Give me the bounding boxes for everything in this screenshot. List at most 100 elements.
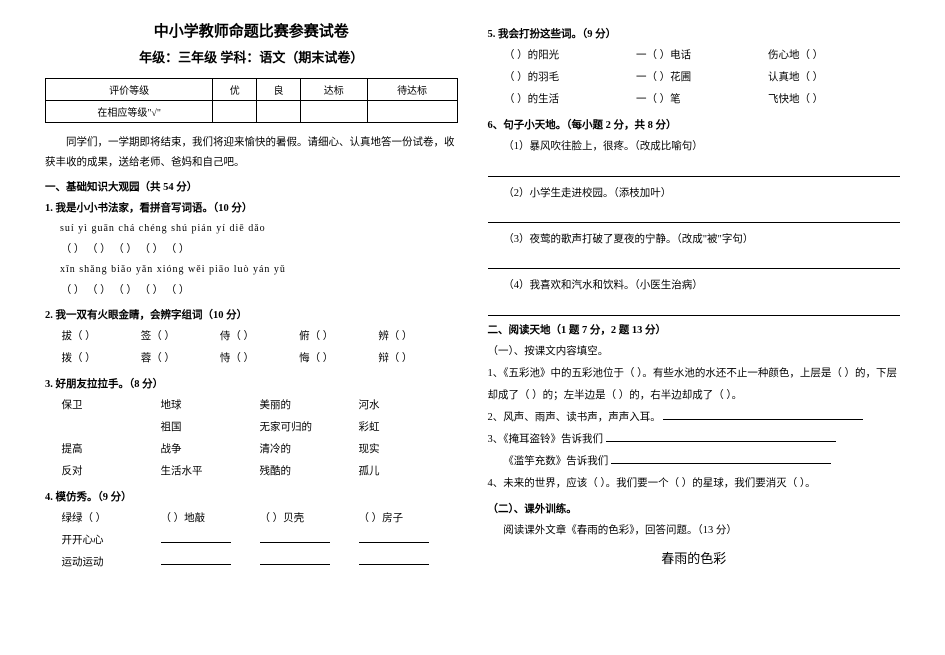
q5-r1c: 伤心地（ ） [768,45,900,67]
gt-c3 [300,101,367,123]
q3-r4c: 残酷的 [260,461,359,483]
q2-1c: 侍（ ） [220,326,299,348]
right-column: 5. 我会打扮这些词。（9 分） （ ）的阳光 一（ ）电话 伤心地（ ） （ … [473,20,916,635]
q3-r2c: 无家可归的 [260,417,359,439]
q2-1d: 俯（ ） [299,326,378,348]
q5-r3a: （ ）的生活 [504,89,636,111]
q3-r2b: 祖国 [161,417,260,439]
q5-r3c: 飞快地（ ） [768,89,900,111]
q3-r1: 保卫 地球 美丽的 河水 [45,395,458,417]
q6-title: 6、句子小天地。（每小题 2 分，共 8 分） [488,117,901,132]
q3-r3c: 清冷的 [260,439,359,461]
s2-r3a: 3、《掩耳盗铃》告诉我们 [488,429,901,451]
gt-c4 [367,101,457,123]
q4-r3a: 运动运动 [62,552,161,574]
q3-r3: 提高 战争 清冷的 现实 [45,439,458,461]
q1-blanks2: （ ） （ ） （ ） （ ） （ ） [45,280,458,301]
section2b-line: 阅读课外文章《春雨的色彩》，回答问题。（13 分） [488,520,901,542]
q3-r4a: 反对 [62,461,161,483]
blank-fill [611,454,831,465]
q3-r2: 祖国 无家可归的 彩虹 [45,417,458,439]
gt-h4: 待达标 [367,79,457,101]
intro-text: 同学们，一学期即将结束，我们将迎来愉快的暑假。请细心、认真地答一份试卷，收获丰收… [45,133,458,173]
section2-title: 二、阅读天地（1 题 7 分，2 题 13 分） [488,322,901,337]
q1-title: 1. 我是小小书法家，看拼音写词语。（10 分） [45,200,458,215]
s2-r2-text: 2、风声、雨声、读书声，声声入耳。 [488,412,661,423]
q4-title: 4. 模仿秀。（9 分） [45,489,458,504]
q5-title: 5. 我会打扮这些词。（9 分） [488,26,901,41]
gt-h2: 良 [257,79,301,101]
gt-h0: 评价等级 [46,79,213,101]
gt-h3: 达标 [300,79,367,101]
gt-c1 [213,101,257,123]
title-main: 中小学教师命题比赛参赛试卷 [45,20,458,41]
q3-r2a [62,417,161,439]
q3-r3a: 提高 [62,439,161,461]
blank-fill [161,533,231,544]
s2-r2: 2、风声、雨声、读书声，声声入耳。 [488,407,901,429]
q4-r1d: （ ）房子 [359,508,458,530]
q3-r1d: 河水 [359,395,458,417]
q3-r1b: 地球 [161,395,260,417]
q6-s3: （3）夜莺的歌声打破了夏夜的宁静。（改成"被"字句） [488,229,901,251]
answer-line [488,254,901,269]
q6-s2: （2）小学生走进校园。（添枝加叶） [488,183,901,205]
q5-r3b: 一（ ）笔 [636,89,768,111]
s2-r4: 4、未来的世界，应该（ ）。我们要一个（ ）的星球，我们要消灭（ ）。 [488,473,901,495]
q2-2d: 悔（ ） [299,348,378,370]
q2-title: 2. 我一双有火眼金睛，会辨字组词（10 分） [45,307,458,322]
q3-r4b: 生活水平 [161,461,260,483]
grade-table: 评价等级 优 良 达标 待达标 在相应等级"√" [45,78,458,123]
q3-r3d: 现实 [359,439,458,461]
q3-r4d: 孤儿 [359,461,458,483]
q1-pinyin1: suí yì guān chá chéng shú pián yí diē dǎ… [45,219,458,239]
q2-2a: 拨（ ） [62,348,141,370]
blank-fill [606,432,836,443]
q6-s1: （1）暴风吹往脸上，很疼。（改成比喻句） [488,136,901,158]
gt-rowlabel: 在相应等级"√" [46,101,213,123]
q4-r1a: 绿绿（ ） [62,508,161,530]
answer-line [488,301,901,316]
s2-r3b: 《滥竽充数》告诉我们 [488,451,901,473]
q3-r4: 反对 生活水平 残酷的 孤儿 [45,461,458,483]
q4-r1b: （ ）地敲 [161,508,260,530]
q2-2c: 恃（ ） [220,348,299,370]
blank-fill [260,555,330,566]
blank-fill [161,555,231,566]
q2-2e: 辩（ ） [378,348,457,370]
answer-line [488,161,901,176]
q4-r2a: 开开心心 [62,530,161,552]
gt-h1: 优 [213,79,257,101]
title-sub: 年级：三年级 学科：语文（期末试卷） [45,47,458,66]
q5-r2: （ ）的羽毛 一（ ）花圃 认真地（ ） [488,67,901,89]
blank-fill [359,533,429,544]
q3-r1c: 美丽的 [260,395,359,417]
title-block: 中小学教师命题比赛参赛试卷 年级：三年级 学科：语文（期末试卷） [45,20,458,66]
q2-row1: 拔（ ） 签（ ） 侍（ ） 俯（ ） 辨（ ） [45,326,458,348]
q3-r1a: 保卫 [62,395,161,417]
q2-row2: 拨（ ） 蓉（ ） 恃（ ） 悔（ ） 辩（ ） [45,348,458,370]
q1-blanks1: （ ） （ ） （ ） （ ） （ ） [45,239,458,260]
blank-fill [260,533,330,544]
s2-r3a-text: 3、《掩耳盗铃》告诉我们 [488,434,604,445]
q5-r2b: 一（ ）花圃 [636,67,768,89]
q4-r2: 开开心心 [45,530,458,552]
q4-r1c: （ ）贝壳 [260,508,359,530]
answer-line [488,208,901,223]
q2-1e: 辨（ ） [378,326,457,348]
q5-r1a: （ ）的阳光 [504,45,636,67]
q5-r1: （ ）的阳光 一（ ）电话 伤心地（ ） [488,45,901,67]
q4-r3: 运动运动 [45,552,458,574]
q1-pinyin2: xīn shǎng biǎo yǎn xióng wěi piāo luò yá… [45,260,458,280]
blank-fill [359,555,429,566]
q5-r2a: （ ）的羽毛 [504,67,636,89]
q5-r2c: 认真地（ ） [768,67,900,89]
section1-title: 一、基础知识大观园（共 54 分） [45,179,458,194]
blank-fill [663,410,863,421]
left-column: 中小学教师命题比赛参赛试卷 年级：三年级 学科：语文（期末试卷） 评价等级 优 … [30,20,473,635]
q4-r1: 绿绿（ ） （ ）地敲 （ ）贝壳 （ ）房子 [45,508,458,530]
q3-r3b: 战争 [161,439,260,461]
s2-r1: 1、《五彩池》中的五彩池位于（ ）。有些水池的水还不止一种颜色，上层是（ ）的，… [488,363,901,407]
s2-r3b-text: 《滥竽充数》告诉我们 [503,456,608,467]
q2-1b: 签（ ） [141,326,220,348]
